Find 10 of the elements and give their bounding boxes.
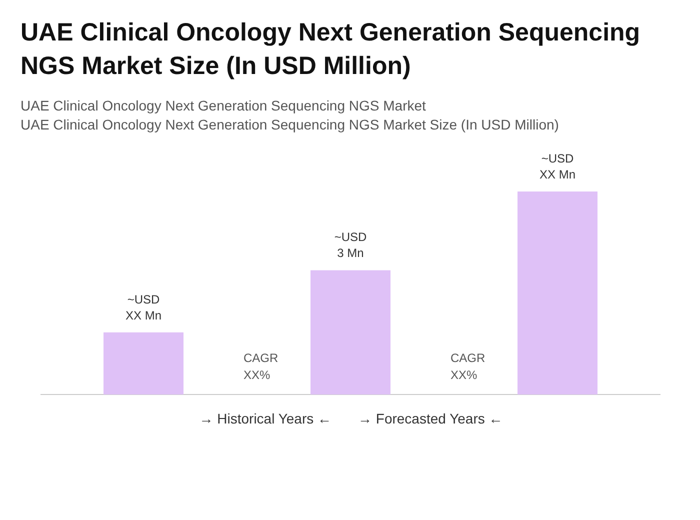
data-label: ~USD XX Mn: [125, 292, 162, 322]
text: → Forecasted Years ←: [358, 410, 503, 426]
text: → Historical Years ←: [199, 410, 332, 426]
chart-title: UAE Clinical Oncology Next Generation Sequencing NGS Market Size (In USD Million): [20, 116, 559, 133]
annotation: CAGR XX%: [244, 351, 279, 382]
data-label: ~USD XX Mn: [539, 151, 576, 182]
chart-title: UAE Clinical Oncology Next Generation Sequencing NGS Market Size (In USD Million): [20, 18, 640, 80]
annotation: CAGR XX%: [450, 351, 486, 382]
data-label: ~USD 3 Mn: [334, 230, 368, 260]
text: UAE Clinical Oncology Next Generation Sequencing NGS Market: [20, 98, 426, 114]
